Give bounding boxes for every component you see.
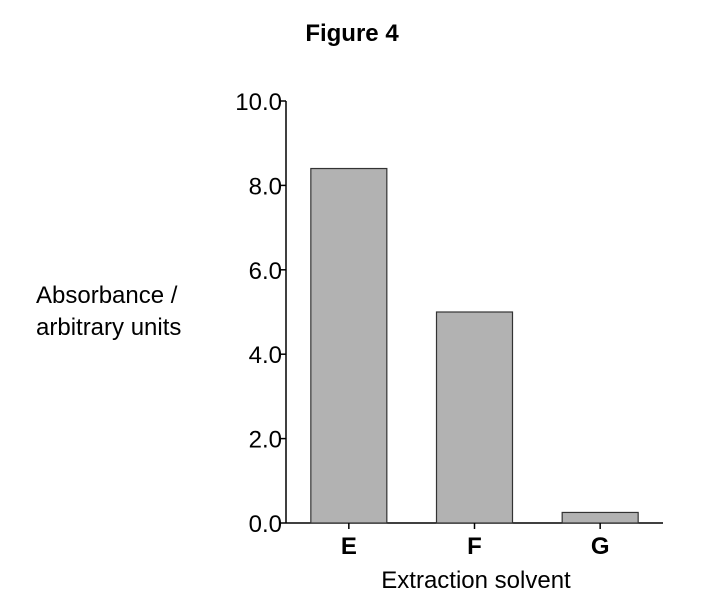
y-axis-label-line-2: arbitrary units — [36, 314, 181, 341]
chart-title: Figure 4 — [305, 20, 399, 47]
x-tick-label-G: G — [591, 533, 610, 560]
y-tick-label: 2.0 — [249, 427, 282, 454]
y-tick-label: 8.0 — [249, 173, 282, 200]
bar-F — [435, 311, 514, 524]
y-tick-label: 6.0 — [249, 258, 282, 285]
y-axis-label-line-1: Absorbance / — [36, 282, 178, 309]
x-tick-label-F: F — [467, 533, 482, 560]
x-axis-label: Extraction solvent — [381, 567, 571, 594]
y-tick-label: 10.0 — [235, 89, 282, 116]
y-tick-label: 4.0 — [249, 342, 282, 369]
y-tick-label: 0.0 — [249, 511, 282, 538]
y-axis-label: Absorbance / arbitrary units — [36, 282, 181, 341]
bar-G — [561, 511, 639, 524]
x-tick-label-E: E — [341, 533, 357, 560]
plot-area: 0.0 2.0 4.0 6.0 8.0 10.0 E F G — [235, 89, 663, 560]
bar-E — [310, 167, 388, 524]
